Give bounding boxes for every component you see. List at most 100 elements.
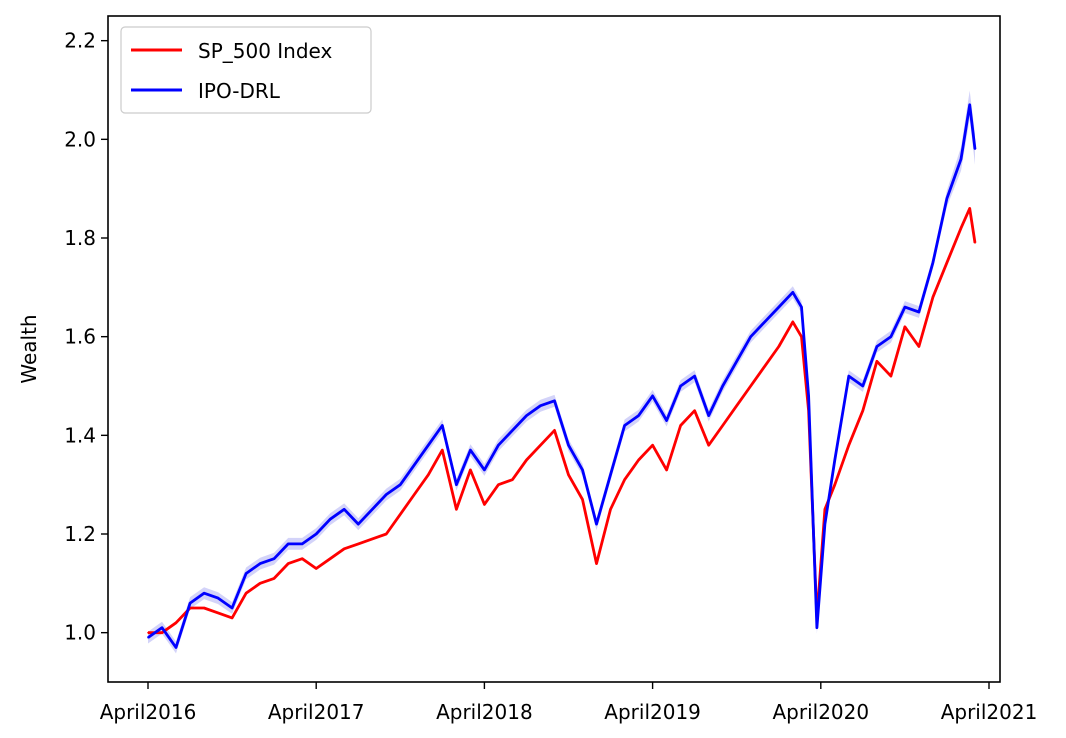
ipo-drl-data-point	[890, 335, 892, 338]
sp500-data-point	[427, 474, 430, 476]
ipo-drl-data-point	[399, 483, 402, 486]
sp500-data-point	[301, 557, 304, 560]
sp500-data-point	[778, 345, 780, 348]
y-tick-label: 1.8	[64, 226, 96, 250]
sp500-data-point	[609, 508, 612, 511]
ipo-drl-data-point	[259, 562, 261, 565]
sp500-data-point	[385, 533, 388, 535]
sp500-data-point	[511, 478, 514, 481]
ipo-drl-data-point	[918, 311, 920, 313]
ipo-drl-data-point	[483, 469, 486, 471]
ipo-drl-data-point	[824, 523, 826, 525]
ipo-drl-data-point	[778, 306, 780, 308]
sp500-data-point	[553, 429, 556, 432]
sp500-data-point	[525, 459, 528, 461]
ipo-drl-data-point	[343, 508, 346, 511]
ipo-drl-data-point	[693, 375, 696, 377]
sp500-data-point	[721, 424, 724, 427]
ipo-drl-data-point	[553, 400, 556, 402]
ipo-drl-data-point	[707, 414, 710, 417]
ipo-drl-data-point	[974, 148, 976, 150]
sp500-data-point	[749, 385, 752, 387]
x-axis: April2016 April2017 April2018 April2019 Apri…	[100, 682, 1038, 724]
x-tick-label: April2019	[604, 700, 701, 724]
ipo-drl-data-point	[217, 597, 219, 599]
ipo-drl-data-point	[623, 424, 626, 427]
y-axis: 1.0 1.2 1.4 1.6 1.8 2.0 2.2	[64, 29, 108, 645]
x-tick-label: April2021	[941, 700, 1038, 724]
plot-area	[147, 90, 977, 654]
ipo-drl-data-point	[609, 474, 612, 476]
ipo-drl-uncertainty-band	[148, 90, 975, 654]
sp500-data-point	[763, 365, 766, 368]
sp500-data-point	[623, 478, 626, 481]
sp500-data-point	[329, 557, 332, 560]
sp500-data-point	[904, 326, 906, 328]
sp500-data-point	[918, 345, 920, 348]
sp500-data-point	[399, 513, 402, 516]
sp500-data-point	[960, 227, 962, 229]
y-tick-label: 1.2	[64, 522, 96, 546]
ipo-drl-data-point	[960, 158, 962, 160]
sp500-data-point	[876, 360, 878, 363]
sp500-data-point	[581, 498, 584, 501]
sp500-data-point	[693, 409, 696, 412]
sp500-data-point	[735, 404, 738, 407]
ipo-drl-data-point	[469, 449, 472, 451]
ipo-drl-data-point	[385, 493, 388, 496]
sp500-data-point	[932, 296, 934, 299]
ipo-drl-data-point	[595, 523, 598, 525]
plot-frame	[107, 15, 1001, 683]
x-tick-label: April2016	[100, 700, 197, 724]
sp500-data-point	[245, 592, 247, 594]
x-tick-label: April2018	[436, 700, 533, 724]
ipo-drl-data-point	[301, 543, 304, 545]
sp500-data-point	[231, 617, 233, 619]
sp500-data-point	[203, 607, 205, 609]
ipo-drl-data-point	[679, 385, 682, 387]
sp500-data-point	[707, 444, 710, 447]
x-tick-label: April2017	[268, 700, 365, 724]
ipo-drl-data-point	[904, 306, 906, 308]
ipo-drl-data-point	[968, 104, 971, 106]
ipo-drl-data-point	[455, 483, 458, 486]
ipo-drl-data-point	[441, 424, 444, 427]
sp500-data-point	[497, 483, 500, 486]
ipo-drl-data-point	[161, 626, 163, 629]
sp500-data-point	[651, 444, 654, 447]
sp500-data-point	[161, 631, 163, 634]
ipo-drl-data-point	[567, 444, 570, 447]
y-tick-label: 2.2	[64, 29, 96, 53]
ipo-drl-data-point	[792, 291, 794, 294]
ipo-drl-data-point	[525, 414, 528, 417]
sp500-data-point	[595, 562, 598, 565]
sp500-data-point	[834, 483, 836, 486]
ipo-drl-data-point	[581, 469, 584, 471]
sp500-data-point	[890, 375, 892, 377]
y-tick-label: 1.6	[64, 325, 96, 349]
ipo-drl-data-point	[245, 572, 247, 575]
ipo-drl-data-point	[800, 306, 803, 308]
sp500-data-point	[679, 424, 682, 427]
sp500-data-point	[147, 631, 149, 634]
sp500-data-point	[567, 474, 570, 476]
sp500-data-point	[637, 459, 640, 461]
ipo-drl-line	[147, 103, 977, 649]
ipo-drl-data-point	[651, 395, 654, 397]
ipo-drl-data-point	[749, 335, 752, 338]
sp500-data-point	[792, 321, 794, 323]
sp500-data-point	[455, 508, 458, 511]
sp500-data-point	[824, 508, 826, 511]
series-lines	[147, 103, 977, 649]
sp500-data-point	[175, 622, 177, 624]
sp500-data-point	[483, 503, 486, 506]
ipo-drl-data-point	[357, 523, 360, 525]
sp500-data-point	[217, 612, 219, 614]
ipo-drl-band-area	[148, 90, 975, 654]
legend-label-sp500: SP_500 Index	[198, 39, 333, 63]
legend-label-ipo-drl: IPO-DRL	[198, 79, 281, 103]
sp500-data-point	[539, 444, 542, 447]
sp500-data-point	[946, 261, 948, 264]
ipo-drl-data-point	[946, 197, 948, 200]
